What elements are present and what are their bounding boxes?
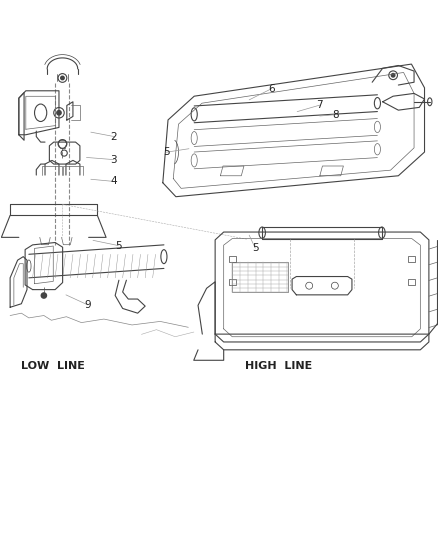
Bar [228, 256, 235, 262]
Text: 6: 6 [268, 84, 275, 93]
Text: 5: 5 [162, 147, 169, 157]
Text: 7: 7 [316, 100, 322, 110]
Text: HIGH  LINE: HIGH LINE [244, 360, 311, 370]
Text: 5: 5 [251, 243, 258, 253]
Circle shape [41, 293, 46, 298]
Circle shape [391, 74, 394, 77]
Text: 2: 2 [110, 132, 117, 141]
Text: 5: 5 [115, 240, 121, 251]
Bar [228, 279, 235, 285]
Circle shape [57, 110, 61, 115]
Circle shape [60, 76, 64, 80]
Bar [407, 256, 414, 262]
Text: 9: 9 [84, 300, 91, 310]
Text: 3: 3 [110, 155, 117, 165]
Text: 8: 8 [331, 110, 338, 120]
Text: LOW  LINE: LOW LINE [21, 360, 85, 370]
Text: 4: 4 [110, 176, 117, 187]
Bar [407, 279, 414, 285]
Bar [232, 262, 287, 292]
